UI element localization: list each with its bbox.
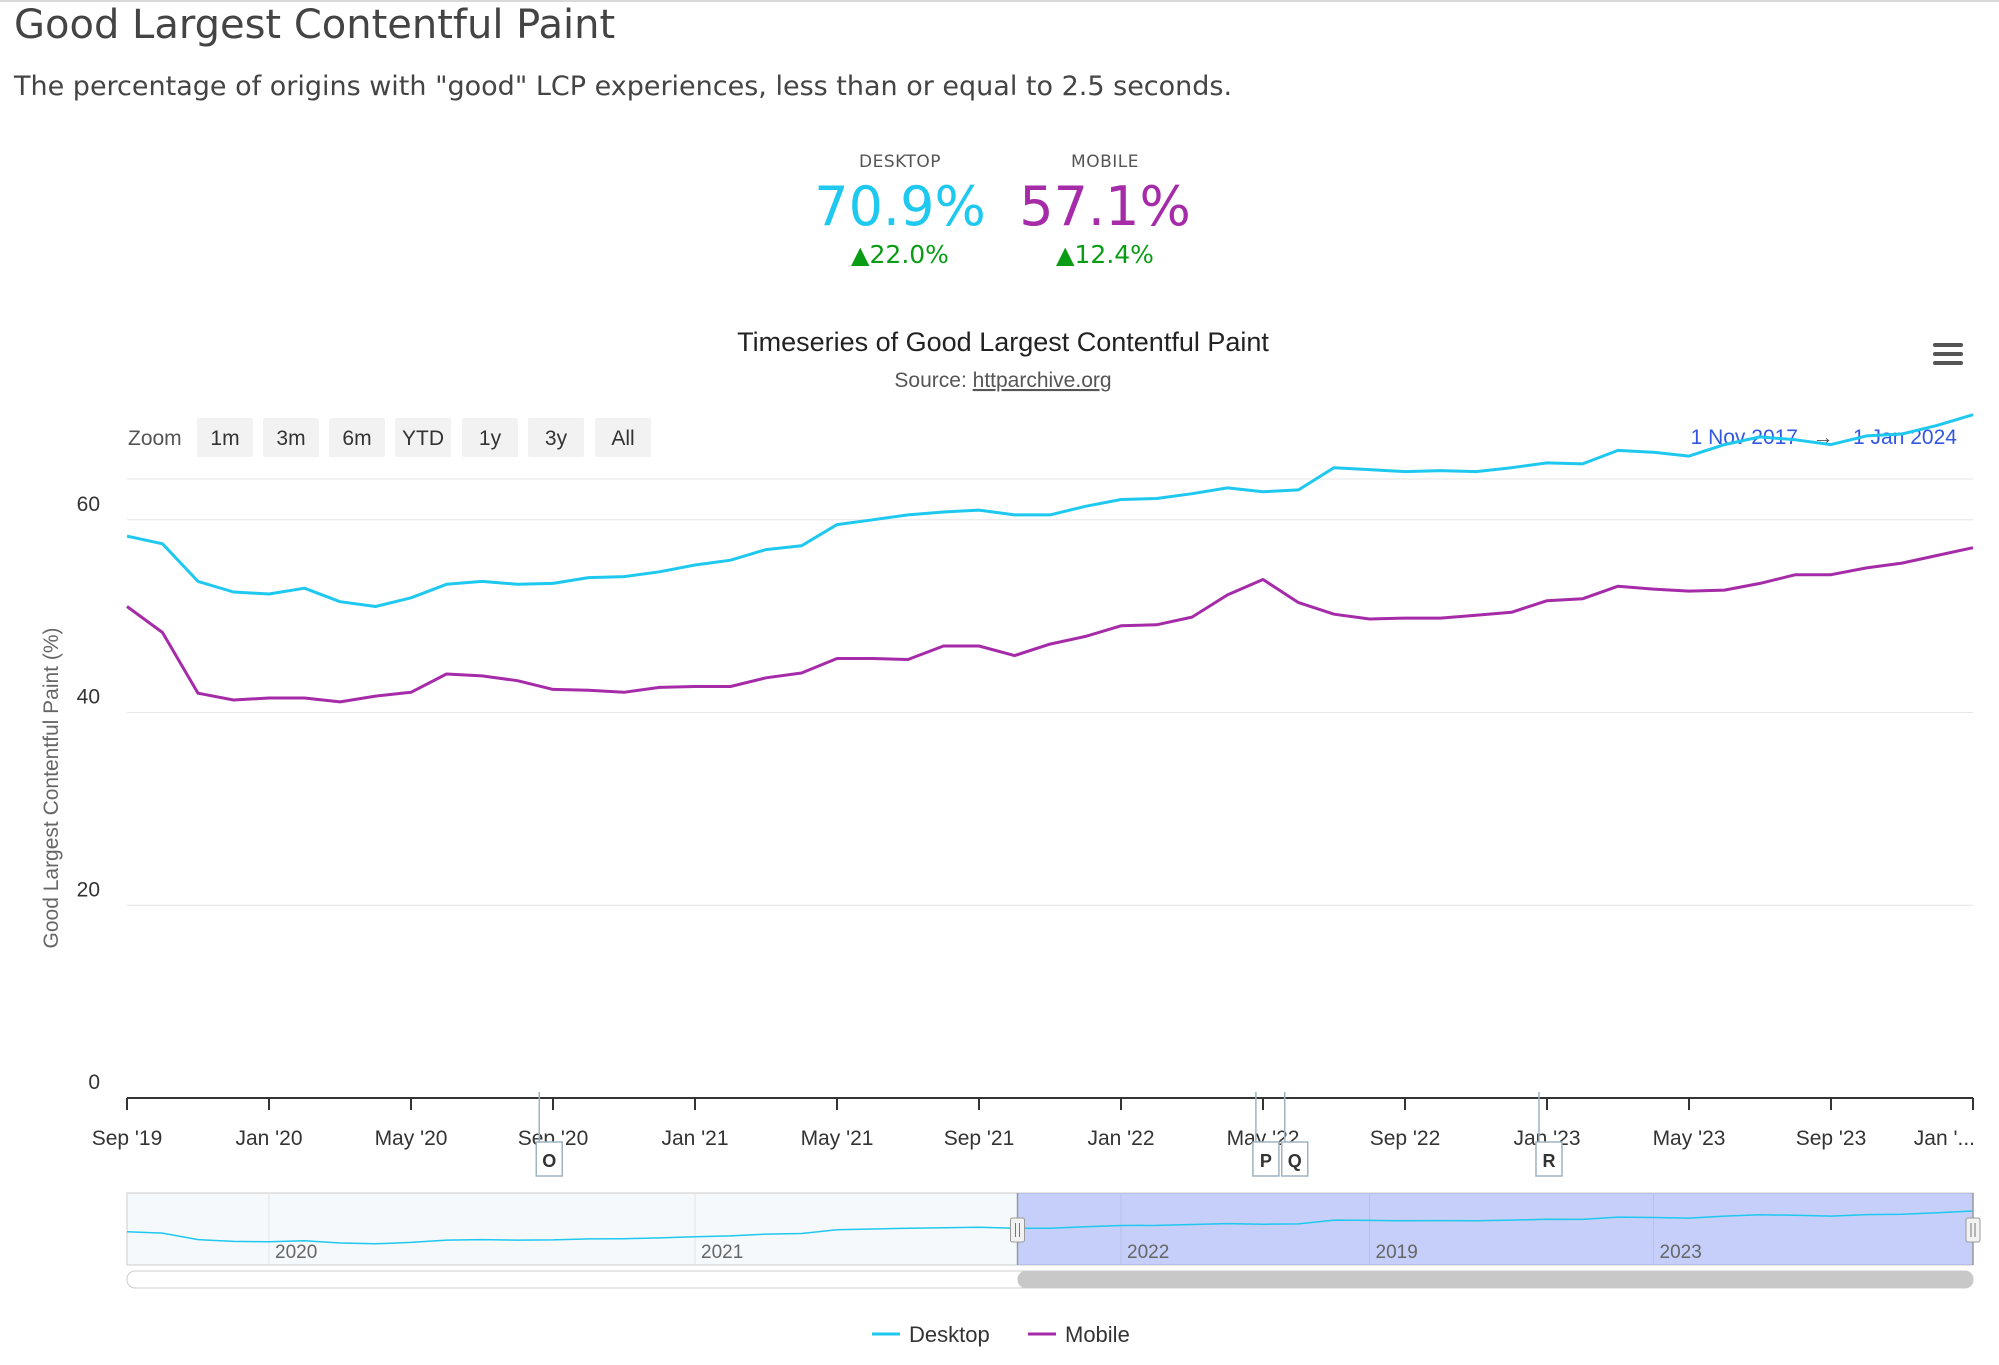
desktop-metric: DESKTOP 70.9% ▲22.0% [800, 152, 1000, 269]
flag-label: R [1542, 1151, 1555, 1171]
x-tick-label: Jan '... [1914, 1127, 1975, 1150]
zoom-button-1y[interactable]: 1y [462, 418, 518, 457]
zoom-button-label: 3m [276, 427, 305, 450]
mobile-delta-value: 12.4% [1074, 240, 1154, 269]
range-to-input[interactable]: 1 Jan 2024 [1853, 426, 1957, 449]
x-tick-label: May '20 [375, 1127, 448, 1150]
x-tick-label: May '21 [801, 1127, 874, 1150]
zoom-button-3y[interactable]: 3y [528, 418, 584, 457]
legend: Desktop Mobile [872, 1322, 1130, 1347]
desktop-metric-delta: ▲22.0% [800, 240, 1000, 269]
up-triangle-icon: ▲ [851, 241, 870, 269]
flag-p-marker[interactable] [1252, 1141, 1280, 1177]
navigator-right-handle[interactable] [1965, 1217, 1981, 1243]
x-tick-label: Jan '23 [1513, 1127, 1580, 1150]
zoom-button-all[interactable]: All [595, 418, 651, 457]
chart-source: Source: httparchive.org [894, 369, 1111, 392]
zoom-button-bg [197, 418, 253, 457]
navigator-label: 2019 [1376, 1242, 1418, 1263]
flag-label: O [542, 1151, 556, 1171]
zoom-button-6m[interactable]: 6m [329, 418, 385, 457]
page-title: Good Largest Contentful Paint [14, 2, 616, 48]
flag-q-marker[interactable] [1281, 1141, 1309, 1177]
zoom-button-bg [395, 418, 451, 457]
flag-r-marker[interactable] [1535, 1141, 1563, 1177]
navigator-series-line [126, 1210, 1974, 1245]
zoom-button-3m[interactable]: 3m [263, 418, 319, 457]
zoom-button-bg [595, 418, 651, 457]
x-tick-label: Sep '21 [944, 1127, 1015, 1150]
y-tick-label: 20 [77, 878, 100, 901]
chart-source-prefix: Source: [894, 369, 972, 392]
navigator-grid [268, 1193, 1654, 1265]
navigator-label: 2022 [1127, 1242, 1169, 1263]
y-axis-ticks: 0 20 40 60 [77, 493, 100, 1094]
desktop-series-line [126, 413, 1974, 608]
range-from-input[interactable]: 1 Nov 2017 [1691, 426, 1798, 449]
scrollbar-thumb[interactable] [1017, 1271, 1974, 1288]
zoom-button-label: YTD [402, 427, 444, 450]
top-divider [0, 0, 1999, 2]
x-tick-label: Jan '20 [235, 1127, 302, 1150]
y-tick-label: 40 [77, 686, 100, 709]
navigator: 2020 2021 2022 2019 2023 [126, 1192, 1981, 1289]
legend-item-desktop[interactable]: Desktop [872, 1322, 990, 1347]
x-tick-label: Jan '21 [661, 1127, 728, 1150]
desktop-metric-value: 70.9% [814, 175, 986, 238]
zoom-button-label: 6m [342, 427, 371, 450]
zoom-button-bg [462, 418, 518, 457]
zoom-label: Zoom [128, 427, 182, 450]
x-tick-label: Sep '23 [1796, 1127, 1867, 1150]
flag-label: Q [1288, 1151, 1302, 1171]
zoom-button-bg [528, 418, 584, 457]
x-tick-label: Sep '19 [92, 1127, 163, 1150]
mobile-metric: MOBILE 57.1% ▲12.4% [1005, 152, 1205, 269]
zoom-button-bg [263, 418, 319, 457]
legend-label: Desktop [909, 1322, 990, 1347]
page-subtitle: The percentage of origins with "good" LC… [14, 71, 1233, 102]
zoom-button-ytd[interactable]: YTD [395, 418, 451, 457]
x-axis-ticks: Sep '19 Jan '20 May '20 Sep '20 Jan '21 May '… [92, 1098, 1975, 1150]
legend-label: Mobile [1065, 1322, 1130, 1347]
chart-menu-icon[interactable] [1930, 338, 1966, 374]
navigator-handles [1010, 1193, 1981, 1265]
grid-lines [127, 478, 1973, 906]
zoom-buttons: 1m 3m 6m YTD 1y 3y All [197, 418, 651, 457]
y-axis-title: Good Largest Contentful Paint (%) [40, 627, 63, 948]
x-tick-label: Sep '20 [518, 1127, 589, 1150]
zoom-button-bg [329, 418, 385, 457]
navigator-left-handle[interactable] [1010, 1217, 1025, 1243]
x-tick-label: Sep '22 [1370, 1127, 1441, 1150]
mobile-metric-delta: ▲12.4% [1005, 240, 1205, 269]
desktop-delta-value: 22.0% [869, 240, 949, 269]
x-tick-label: May '23 [1653, 1127, 1726, 1150]
series-lines [126, 413, 1974, 704]
desktop-metric-label: DESKTOP [859, 152, 941, 172]
navigator-labels: 2020 2021 2022 2019 2023 [275, 1242, 1702, 1263]
mobile-series-line [126, 546, 1974, 704]
navigator-label: 2021 [701, 1242, 743, 1263]
zoom-button-label: 1m [210, 427, 239, 450]
x-tick-label: Jan '22 [1087, 1127, 1154, 1150]
chart-source-link[interactable]: httparchive.org [973, 369, 1112, 392]
navigator-label: 2023 [1660, 1242, 1702, 1263]
zoom-button-label: 3y [545, 427, 568, 450]
up-triangle-icon: ▲ [1056, 241, 1075, 269]
navigator-background [126, 1192, 1974, 1266]
chart-title: Timeseries of Good Largest Contentful Pa… [737, 327, 1269, 357]
flag-o-marker[interactable] [535, 1141, 564, 1177]
navigator-label: 2020 [275, 1242, 317, 1263]
flag-label: P [1260, 1151, 1272, 1171]
zoom-button-label: All [611, 427, 634, 450]
navigator-selection[interactable] [1017, 1193, 1974, 1265]
mobile-metric-label: MOBILE [1071, 152, 1139, 172]
y-tick-label: 60 [77, 493, 100, 516]
zoom-button-1m[interactable]: 1m [197, 418, 253, 457]
mobile-metric-value: 57.1% [1019, 175, 1191, 238]
legend-item-mobile[interactable]: Mobile [1028, 1322, 1130, 1347]
zoom-button-label: 1y [479, 427, 502, 450]
y-tick-label: 0 [88, 1071, 100, 1094]
